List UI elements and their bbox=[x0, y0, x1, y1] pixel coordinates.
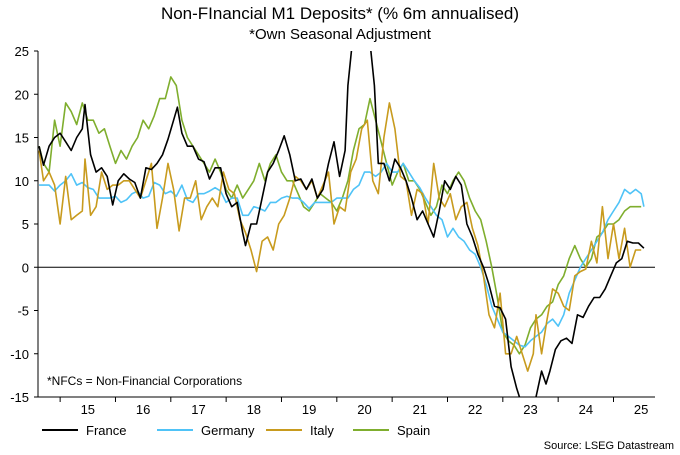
y-tick-label: -5 bbox=[17, 304, 29, 319]
plot-area: 25 20 15 10 5 0 -5 -10 -15 15 16 17 18 19 20 21 22 23 24 25 bbox=[10, 44, 655, 417]
legend-label-italy: Italy bbox=[310, 423, 334, 438]
x-tick-label: 20 bbox=[357, 402, 371, 417]
x-tick-label: 15 bbox=[81, 402, 95, 417]
y-tick-label: -10 bbox=[10, 347, 29, 362]
series-line-france bbox=[38, 51, 645, 397]
x-tick-label: 22 bbox=[468, 402, 482, 417]
y-tick-label: 10 bbox=[15, 174, 29, 189]
x-tick-label: 18 bbox=[247, 402, 261, 417]
y-tick-label: -15 bbox=[10, 390, 29, 405]
legend-label-germany: Germany bbox=[201, 423, 255, 438]
legend-label-spain: Spain bbox=[397, 423, 430, 438]
series-line-italy bbox=[38, 102, 642, 372]
x-tick-label: 16 bbox=[136, 402, 150, 417]
y-tick-label: 5 bbox=[22, 217, 29, 232]
y-tick-label: 15 bbox=[15, 131, 29, 146]
y-tick-label: 25 bbox=[15, 44, 29, 59]
x-tick-label: 25 bbox=[634, 402, 648, 417]
y-tick-label: 20 bbox=[15, 87, 29, 102]
series-line-spain bbox=[38, 76, 642, 355]
legend-label-france: France bbox=[86, 423, 126, 438]
series-line-germany bbox=[39, 162, 645, 348]
x-tick-label: 17 bbox=[191, 402, 205, 417]
x-tick-label: 24 bbox=[579, 402, 593, 417]
y-tick-label: 0 bbox=[22, 260, 29, 275]
footnote: *NFCs = Non-Financial Corporations bbox=[47, 374, 242, 388]
legend: France Germany Italy Spain bbox=[42, 423, 430, 438]
chart-title: Non-FInancial M1 Deposits* (% 6m annuali… bbox=[161, 4, 519, 23]
x-tick-label: 21 bbox=[413, 402, 427, 417]
x-tick-label: 19 bbox=[302, 402, 316, 417]
chart-subtitle: *Own Seasonal Adjustment bbox=[249, 26, 432, 43]
source-note: Source: LSEG Datastream bbox=[544, 440, 674, 452]
x-tick-label: 23 bbox=[523, 402, 537, 417]
